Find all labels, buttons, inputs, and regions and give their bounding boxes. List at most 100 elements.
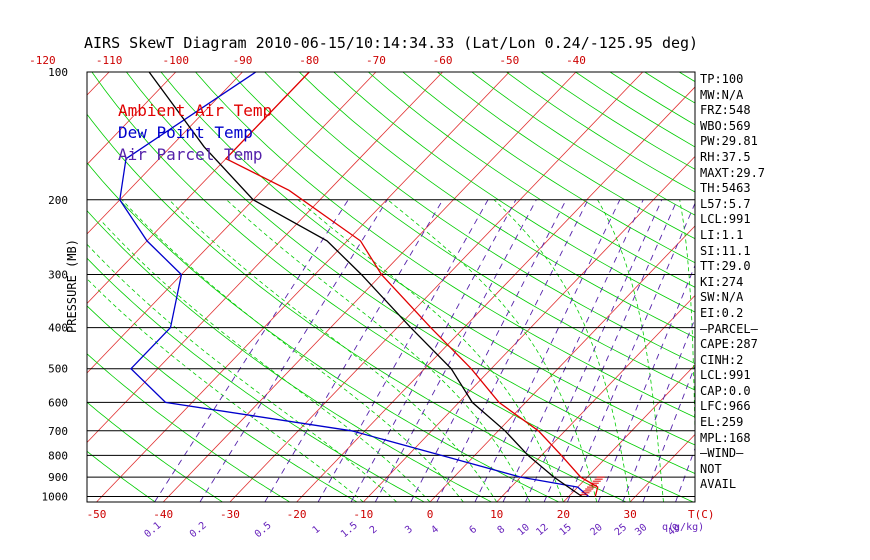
bottom-temperature-tick-label: -10 bbox=[353, 508, 373, 521]
isotherm-line bbox=[496, 294, 695, 502]
mixing-ratio-tick-label: 1.5 bbox=[339, 520, 360, 540]
index-item: TH:5463 bbox=[700, 181, 751, 196]
index-item: LI:1.1 bbox=[700, 227, 744, 242]
index-item: LCL:991 bbox=[700, 212, 751, 227]
dry-adiabat-line bbox=[160, 72, 695, 446]
moist-adiabat-grid bbox=[87, 199, 695, 502]
legend: Ambient Air Temp Dew Point Temp Air Parc… bbox=[118, 100, 272, 166]
dry-adiabat-line bbox=[87, 257, 425, 502]
dry-adiabat-line bbox=[852, 72, 870, 502]
mixing-ratio-line bbox=[410, 199, 567, 502]
isotherm-line bbox=[87, 72, 177, 166]
dry-adiabat-line bbox=[91, 72, 694, 502]
isotherm-line bbox=[87, 72, 243, 235]
mixing-ratio-line bbox=[436, 199, 589, 502]
top-temperature-tick-label: -60 bbox=[433, 54, 453, 67]
bottom-temperature-tick-label: -30 bbox=[220, 508, 240, 521]
mixing-ratio-tick-label: 30 bbox=[633, 522, 649, 538]
dry-adiabat-line bbox=[748, 72, 870, 502]
plot-frame bbox=[86, 71, 696, 503]
index-item: LCL:991 bbox=[700, 368, 751, 383]
dry-adiabat-line bbox=[87, 353, 290, 502]
mixing-ratio-unit-label: q(g/kg) bbox=[662, 522, 704, 533]
dry-adiabat-line bbox=[229, 72, 695, 391]
pressure-tick-label: 1000 bbox=[42, 491, 69, 504]
dry-adiabat-grid bbox=[87, 72, 870, 502]
mixing-ratio-tick-label: 8 bbox=[496, 524, 508, 536]
pressure-tick-label: 300 bbox=[48, 269, 68, 282]
pressure-tick-label: 600 bbox=[48, 396, 68, 409]
mixing-ratio-tick-label: 1 bbox=[311, 524, 323, 536]
mixing-ratio-grid bbox=[154, 199, 695, 502]
moist-adiabat-line bbox=[297, 199, 564, 502]
index-item: L57:5.7 bbox=[700, 196, 751, 211]
index-item: TT:29.0 bbox=[700, 259, 751, 274]
stability-index-list: TP:100 MW:N/A FRZ:548 WBO:569 PW:29.81 RH:37.… bbox=[700, 72, 765, 493]
mixing-ratio-line bbox=[474, 199, 621, 502]
bottom-temperature-tick-label: 20 bbox=[557, 508, 570, 521]
mixing-ratio-tick-label: 10 bbox=[516, 522, 532, 538]
index-item: CAP:0.0 bbox=[700, 383, 751, 398]
temperature-unit-label: T(C) bbox=[688, 508, 715, 521]
isotherm-line bbox=[764, 72, 870, 502]
moist-adiabat-line bbox=[597, 199, 664, 502]
index-item: NOT bbox=[700, 461, 722, 476]
isobar-grid bbox=[87, 199, 695, 498]
index-item: EL:259 bbox=[700, 415, 744, 430]
mixing-ratio-line bbox=[566, 202, 695, 502]
dry-adiabat-line bbox=[368, 72, 695, 288]
index-item: TP:100 bbox=[700, 72, 744, 86]
index-item: AVAIL bbox=[700, 477, 737, 492]
dry-adiabat-line bbox=[87, 162, 559, 502]
top-temperature-tick-label: -100 bbox=[163, 54, 190, 67]
index-item: EI:0.2 bbox=[700, 305, 744, 320]
top-temperature-tick-label: -40 bbox=[566, 54, 586, 67]
mixing-ratio-tick-label: 4 bbox=[429, 524, 441, 536]
mixing-ratio-line bbox=[502, 199, 644, 502]
top-temperature-tick-label: -70 bbox=[366, 54, 386, 67]
pressure-tick-label: 500 bbox=[48, 363, 68, 376]
top-temperature-tick-label: -90 bbox=[233, 54, 253, 67]
index-item: —WIND— bbox=[700, 446, 744, 461]
mixing-ratio-tick-label: 20 bbox=[588, 522, 604, 538]
top-temperature-tick-label: -80 bbox=[299, 54, 319, 67]
bottom-temperature-tick-label: 0 bbox=[427, 508, 434, 521]
mixing-ratio-tick-label: 0.2 bbox=[188, 520, 209, 540]
dry-adiabat-line bbox=[506, 72, 695, 193]
dry-adiabat-line bbox=[817, 72, 870, 502]
dry-adiabat-line bbox=[87, 305, 358, 502]
isotherm-line bbox=[87, 72, 377, 374]
legend-ambient: Ambient Air Temp bbox=[118, 101, 273, 120]
moist-adiabat-line bbox=[87, 278, 364, 502]
mixing-ratio-tick-label: 15 bbox=[558, 522, 574, 538]
surface-hatch bbox=[579, 476, 605, 496]
bottom-temperature-tick-label: 10 bbox=[490, 508, 503, 521]
index-item: MPL:168 bbox=[700, 430, 751, 445]
index-item: SW:N/A bbox=[700, 290, 744, 305]
moist-adiabat-line bbox=[387, 199, 598, 502]
isotherm-line bbox=[830, 72, 870, 502]
bottom-temperature-tick-label: -20 bbox=[287, 508, 307, 521]
dry-adiabat-line bbox=[471, 72, 695, 216]
isotherm-line bbox=[429, 225, 695, 502]
index-item: CAPE:287 bbox=[700, 337, 758, 352]
bottom-temperature-tick-label: -40 bbox=[153, 508, 173, 521]
bottom-temperature-tick-label: 30 bbox=[623, 508, 636, 521]
top-temperature-tick-label: -50 bbox=[499, 54, 519, 67]
mixing-ratio-line bbox=[264, 199, 444, 502]
dry-adiabat-line bbox=[87, 210, 492, 502]
moist-adiabat-line bbox=[87, 243, 397, 502]
y-axis-label: PRESSURE (MB) bbox=[65, 239, 79, 333]
dry-adiabat-line bbox=[264, 72, 695, 364]
moist-adiabat-line bbox=[101, 221, 431, 502]
pressure-tick-label: 700 bbox=[48, 425, 68, 438]
mixing-ratio-line bbox=[317, 199, 489, 502]
top-temperature-tick-label: -110 bbox=[96, 54, 123, 67]
mixing-ratio-tick-label: 12 bbox=[534, 522, 550, 538]
index-item: WBO:569 bbox=[700, 118, 751, 133]
index-item: CINH:2 bbox=[700, 352, 744, 367]
index-item: PW:29.81 bbox=[700, 134, 758, 149]
dry-adiabat-line bbox=[783, 72, 870, 502]
mixing-ratio-tick-label: 25 bbox=[613, 522, 629, 538]
